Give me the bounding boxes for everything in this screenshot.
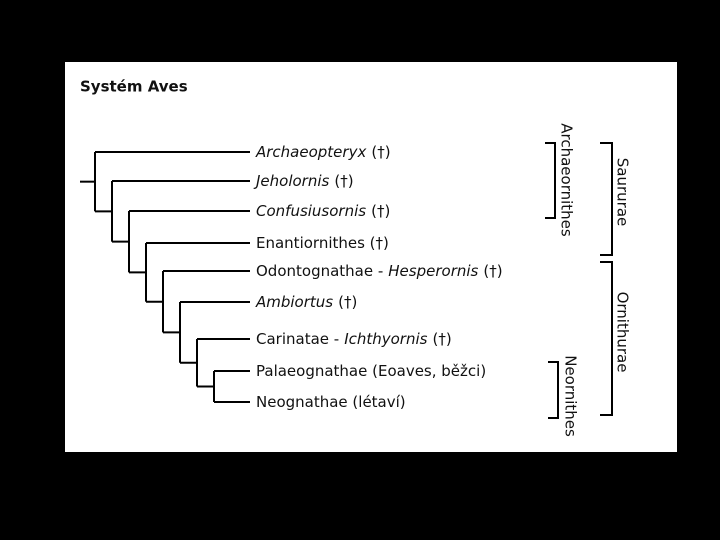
leaf-label: Enantiornithes (†) — [256, 234, 389, 252]
leaf-part: Jeholornis — [253, 172, 330, 190]
leaf-part: (†) — [338, 293, 357, 311]
panel — [65, 62, 677, 452]
leaf-label: Jeholornis (†) — [253, 172, 354, 190]
leaf-label: Neognathae (létaví) — [256, 393, 406, 411]
bracket — [548, 361, 559, 419]
title: Systém Aves — [80, 78, 188, 96]
leaf-part: (†) — [483, 262, 502, 280]
group-label: Saururae — [614, 158, 632, 226]
leaf-label: Odontognathae - Hesperornis (†) — [256, 262, 503, 280]
leaf-part: Archaeopteryx — [255, 143, 366, 161]
group-label: Ornithurae — [614, 292, 632, 373]
leaf-label: Ambiortus (†) — [255, 293, 357, 311]
leaf-part: Ichthyornis — [344, 330, 427, 348]
leaf-label: Carinatae - Ichthyornis (†) — [256, 330, 452, 348]
leaf-part: Ambiortus — [255, 293, 333, 311]
leaf-part: (†) — [334, 172, 353, 190]
leaf-label: Archaeopteryx (†) — [255, 143, 391, 161]
bracket — [600, 261, 613, 416]
leaf-part: Hesperornis — [388, 262, 478, 280]
group-label: Neornithes — [562, 355, 580, 437]
leaf-label: Confusiusornis (†) — [256, 202, 390, 220]
leaf-part: (†) — [371, 143, 390, 161]
bracket — [600, 142, 613, 256]
leaf-part: Confusiusornis — [256, 202, 366, 220]
leaf-part: Carinatae - — [256, 330, 339, 348]
leaf-part: Palaeognathae (Eoaves, běžci) — [256, 362, 486, 380]
leaf-part: Enantiornithes (†) — [256, 234, 389, 252]
bracket — [545, 142, 556, 219]
leaf-part: Odontognathae - — [256, 262, 383, 280]
leaf-part: Neognathae (létaví) — [256, 393, 406, 411]
leaf-label: Palaeognathae (Eoaves, běžci) — [256, 362, 486, 380]
group-label: Archaeornithes — [558, 123, 576, 237]
leaf-part: (†) — [371, 202, 390, 220]
leaf-part: (†) — [432, 330, 451, 348]
